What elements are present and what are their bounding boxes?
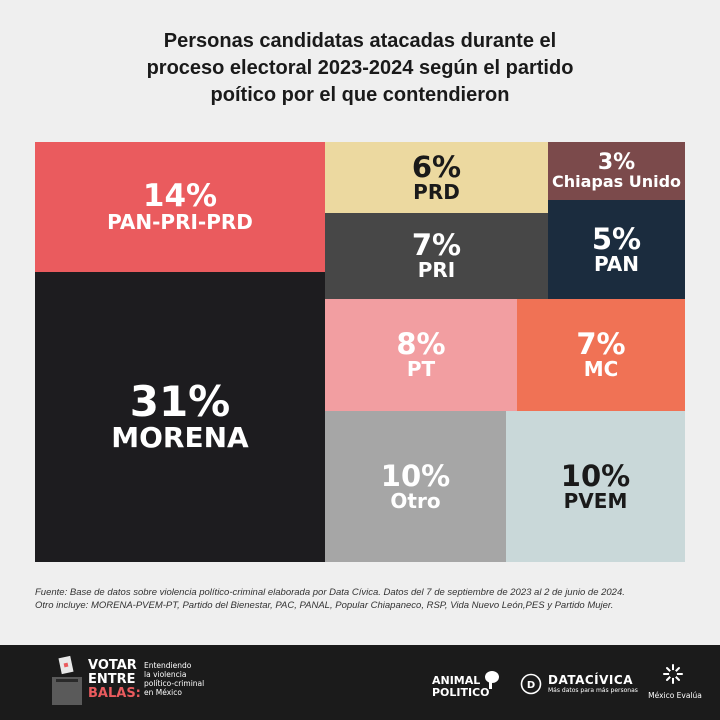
tile-label-pri: PRI (417, 258, 456, 282)
tile-label-pan: PAN (593, 251, 640, 276)
tile-pt: 8% PT (325, 299, 517, 411)
source-note: Fuente: Base de datos sobre violencia po… (35, 586, 695, 612)
tile-label-chiapas-unido: Chiapas Unido (551, 171, 682, 191)
title-line-3: poítico por el que contendieron (210, 84, 510, 106)
tile-value-prd: 6% (411, 149, 462, 184)
tile-value-pvem: 10% (560, 458, 631, 493)
tile-label-pan-pri-prd: PAN-PRI-PRD (107, 210, 253, 234)
animal-line-1: ANIMAL (432, 674, 481, 687)
tagline-line-2: la violencia (144, 670, 187, 679)
title-line-1: Personas candidatas atacadas durante el (163, 30, 557, 52)
tile-pri: 7% PRI (325, 213, 548, 299)
tagline-line-4: en México (144, 688, 182, 697)
tile-label-morena: MORENA (111, 421, 249, 455)
tile-pvem: 10% PVEM (506, 411, 685, 562)
tile-prd: 6% PRD (325, 142, 548, 213)
tile-value-pan: 5% (591, 221, 642, 256)
votar-line-2: ENTRE (88, 672, 136, 687)
datacivica-tagline: Más datos para más personas (548, 687, 638, 694)
datacivica-icon: D (520, 673, 542, 695)
votar-line-3: BALAS: (88, 686, 141, 701)
datacivica-logo: DATACÍVICA Más datos para más personas (548, 673, 638, 694)
footer-bar: VOTAR ENTRE BALAS: Entendiendo la violen… (0, 645, 720, 720)
tile-value-pan-pri-prd: 14% (142, 178, 218, 214)
tile-otro: 10% Otro (325, 411, 506, 562)
tile-chiapas-unido: 3% Chiapas Unido (548, 142, 685, 200)
tile-value-morena: 31% (129, 377, 231, 427)
tile-value-chiapas-unido: 3% (597, 149, 636, 175)
animal-politico-icon (485, 671, 499, 689)
source-line-1: Fuente: Base de datos sobre violencia po… (35, 587, 625, 598)
votar-tagline: Entendiendo la violencia político-crimin… (144, 661, 204, 697)
tile-value-otro: 10% (380, 458, 451, 493)
tile-label-prd: PRD (413, 179, 460, 204)
tagline-line-3: político-criminal (144, 679, 205, 688)
tagline-line-1: Entendiendo (144, 661, 192, 670)
animal-politico-logo: ANIMAL POLITICO (432, 675, 490, 699)
animal-line-2: POLITICO (432, 686, 490, 699)
tile-morena: 31% MORENA (35, 272, 325, 562)
source-line-2: Otro incluye: MORENA-PVEM-PT, Partido de… (35, 600, 614, 611)
votar-entre-balas-logo: VOTAR ENTRE BALAS: (88, 659, 141, 701)
tile-value-pt: 8% (396, 327, 446, 361)
title-line-2: proceso electoral 2023-2024 según el par… (146, 57, 574, 79)
tile-label-otro: Otro (390, 488, 441, 513)
svg-text:D: D (527, 680, 535, 691)
treemap-chart: 31% MORENA 14% PAN-PRI-PRD 10% Otro 10% PVEM 8% P… (35, 142, 685, 562)
tile-label-pt: PT (406, 357, 436, 381)
tile-value-mc: 7% (576, 327, 626, 361)
tile-mc: 7% MC (517, 299, 685, 411)
mexico-evalua-icon (663, 664, 683, 684)
votar-line-1: VOTAR (88, 658, 137, 673)
tile-value-pri: 7% (411, 228, 462, 262)
tile-pan: 5% PAN (548, 200, 685, 299)
tile-label-mc: MC (583, 357, 619, 381)
chart-title: Personas candidatas atacadas durante el … (60, 28, 660, 109)
tile-label-pvem: PVEM (563, 488, 628, 513)
ballot-box-icon (52, 655, 82, 705)
tile-pan-pri-prd: 14% PAN-PRI-PRD (35, 142, 325, 272)
datacivica-name: DATACÍVICA (548, 673, 633, 687)
mexico-evalua-logo: México Evalúa (648, 691, 702, 700)
